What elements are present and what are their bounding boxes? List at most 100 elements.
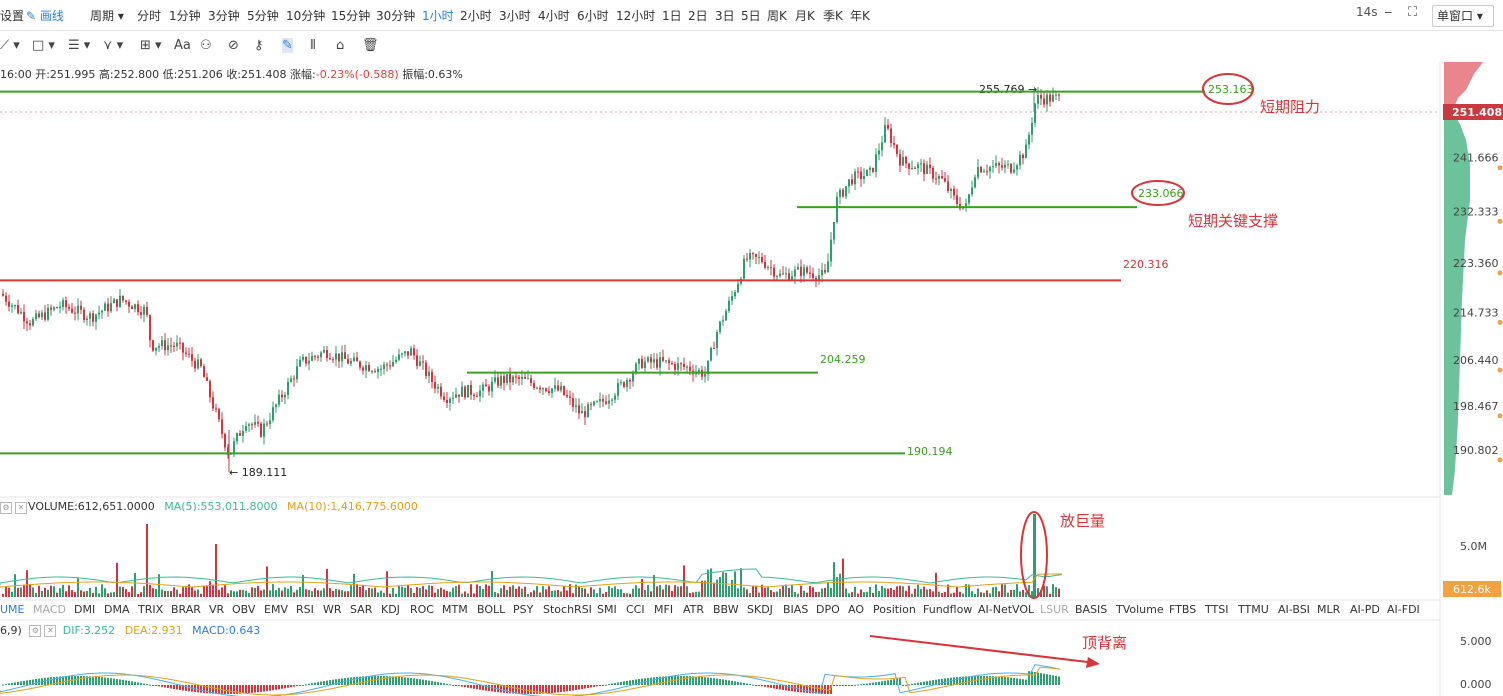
minimize-icon[interactable]: ⎯	[1385, 5, 1392, 20]
period-1分钟[interactable]: 1分钟	[169, 9, 201, 23]
drawing-tool-9[interactable]: ✎	[282, 38, 293, 53]
indicator-tab-ttsi[interactable]: TTSI	[1205, 603, 1229, 616]
period-1小时[interactable]: 1小时	[422, 9, 454, 23]
indicator-tab-psy[interactable]: PSY	[513, 603, 534, 616]
indicator-tab-boll[interactable]: BOLL	[477, 603, 506, 616]
toolbar-item-0[interactable]: 设置	[0, 9, 25, 23]
period-周K[interactable]: 周K	[767, 9, 787, 23]
drawing-tool-11[interactable]: ⌂	[336, 38, 345, 53]
indicator-tab-ftbs[interactable]: FTBS	[1169, 603, 1197, 616]
macd-bar	[500, 685, 502, 693]
refresh-timer[interactable]: 14s	[1356, 5, 1378, 19]
period-年K[interactable]: 年K	[850, 9, 870, 23]
indicator-tab-trix[interactable]: TRIX	[138, 603, 164, 616]
indicator-tab-mfi[interactable]: MFI	[654, 603, 674, 616]
indicator-tab-atr[interactable]: ATR	[683, 603, 705, 616]
indicator-tab-bbw[interactable]: BBW	[713, 603, 739, 616]
settings-icon[interactable]: ⚙	[29, 625, 42, 637]
toolbar-item-2[interactable]: 周期 ▾	[90, 9, 124, 23]
macd-bar	[995, 676, 997, 685]
period-月K[interactable]: 月K	[795, 9, 815, 23]
indicator-tab-smi[interactable]: SMI	[597, 603, 617, 616]
drawing-tool-5[interactable]: Aa	[174, 38, 191, 53]
indicator-tab-dmi[interactable]: DMI	[74, 603, 96, 616]
indicator-tab-ao[interactable]: AO	[848, 603, 864, 616]
period-2日[interactable]: 2日	[688, 9, 708, 23]
indicator-tab-kdj[interactable]: KDJ	[381, 603, 400, 616]
drawing-tool-2[interactable]: ☰ ▾	[68, 38, 91, 53]
drawing-tool-7[interactable]: ⊘	[228, 38, 239, 53]
period-2小时[interactable]: 2小时	[460, 9, 492, 23]
macd-bar	[14, 682, 16, 685]
drawing-tool-6[interactable]: ⚇	[200, 38, 212, 53]
indicator-tab-dpo[interactable]: DPO	[816, 603, 840, 616]
volume-bar	[446, 590, 448, 597]
indicator-tab-mlr[interactable]: MLR	[1317, 603, 1341, 616]
indicator-tab-bias[interactable]: BIAS	[783, 603, 809, 616]
volume-bar	[401, 586, 403, 597]
indicator-tab-rsi[interactable]: RSI	[296, 603, 314, 616]
candle-body	[608, 400, 610, 404]
indicator-tab-emv[interactable]: EMV	[264, 603, 288, 616]
indicator-tab-cci[interactable]: CCI	[626, 603, 645, 616]
window-mode-select[interactable]: 单窗口 ▾	[1432, 5, 1494, 27]
indicator-tab-dma[interactable]: DMA	[104, 603, 130, 616]
period-分时[interactable]: 分时	[137, 9, 162, 23]
drawing-tool-1[interactable]: □ ▾	[32, 38, 55, 53]
indicator-tab-basis[interactable]: BASIS	[1075, 603, 1108, 616]
drawing-tool-10[interactable]: ⦀	[310, 38, 316, 53]
indicator-tab-obv[interactable]: OBV	[232, 603, 256, 616]
close-icon[interactable]: ✕	[44, 625, 57, 637]
drawing-tool-12[interactable]: 🗑	[362, 38, 379, 53]
period-6小时[interactable]: 6小时	[577, 9, 609, 23]
candle-body	[95, 314, 97, 322]
volume-bar	[8, 587, 10, 597]
drawing-tool-0[interactable]: ⟋ ▾	[0, 38, 20, 53]
period-3分钟[interactable]: 3分钟	[208, 9, 240, 23]
indicator-tab-ai-pd[interactable]: AI-PD	[1350, 603, 1380, 616]
period-1日[interactable]: 1日	[662, 9, 682, 23]
candle-body	[722, 320, 724, 322]
indicator-tab-ai-netvol[interactable]: AI-NetVOL	[978, 603, 1035, 616]
indicator-tab-sar[interactable]: SAR	[350, 603, 373, 616]
indicator-tab-mtm[interactable]: MTM	[442, 603, 468, 616]
indicator-tab-brar[interactable]: BRAR	[171, 603, 201, 616]
period-3日[interactable]: 3日	[715, 9, 735, 23]
fullscreen-icon[interactable]: ⛶	[1408, 5, 1418, 20]
indicator-tab-roc[interactable]: ROC	[410, 603, 434, 616]
indicator-tab-vr[interactable]: VR	[209, 603, 225, 616]
indicator-tab-skdj[interactable]: SKDJ	[747, 603, 773, 616]
period-15分钟[interactable]: 15分钟	[331, 9, 371, 23]
period-4小时[interactable]: 4小时	[538, 9, 570, 23]
volume-bar	[968, 584, 970, 597]
candle-body	[485, 384, 487, 387]
indicator-tab-position[interactable]: Position	[873, 603, 916, 616]
indicator-tab-fundflow[interactable]: Fundflow	[923, 603, 973, 616]
period-季K[interactable]: 季K	[823, 9, 843, 23]
period-10分钟[interactable]: 10分钟	[286, 9, 326, 23]
indicator-tab-tvolume[interactable]: TVolume	[1116, 603, 1164, 616]
candle-body	[563, 386, 565, 395]
drawing-tool-4[interactable]: ⊞ ▾	[140, 38, 162, 53]
drawing-tool-3[interactable]: ⋎ ▾	[103, 38, 124, 53]
period-5日[interactable]: 5日	[741, 9, 761, 23]
indicator-tab-ume[interactable]: UME	[0, 603, 25, 616]
indicator-tab-stochrsi[interactable]: StochRSI	[543, 603, 592, 616]
indicator-tab-lsur[interactable]: LSUR	[1040, 603, 1069, 616]
macd-bar	[875, 682, 877, 685]
indicator-tab-ai-bsi[interactable]: AI-BSI	[1278, 603, 1310, 616]
settings-icon[interactable]: ⚙	[0, 501, 12, 514]
indicator-tab-ai-fdi[interactable]: AI-FDI	[1387, 603, 1420, 616]
indicator-tab-wr[interactable]: WR	[323, 603, 342, 616]
period-3小时[interactable]: 3小时	[499, 9, 531, 23]
toolbar-item-1[interactable]: ✎ 画线	[26, 9, 64, 23]
drawing-tool-8[interactable]: ⚷	[254, 38, 264, 53]
period-12小时[interactable]: 12小时	[616, 9, 656, 23]
period-5分钟[interactable]: 5分钟	[247, 9, 279, 23]
indicator-tab-macd[interactable]: MACD	[33, 603, 66, 616]
period-30分钟[interactable]: 30分钟	[376, 9, 416, 23]
close-icon[interactable]: ✕	[15, 501, 27, 514]
indicator-tab-ttmu[interactable]: TTMU	[1238, 603, 1269, 616]
volume-bar	[890, 588, 892, 597]
